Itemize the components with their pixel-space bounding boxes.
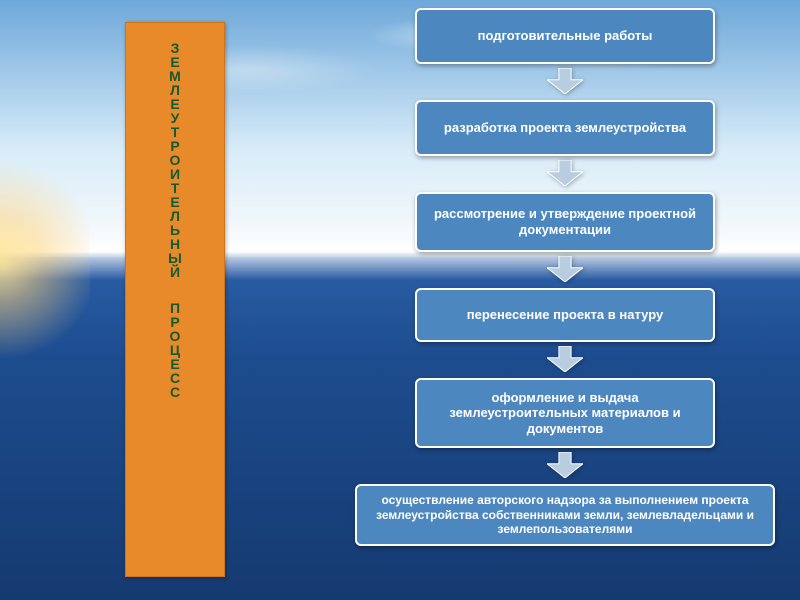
flow-step: разработка проекта землеустройства [415,100,715,156]
vtitle-char: Ы [126,251,224,265]
flow-step: осуществление авторского надзора за выпо… [355,484,775,546]
vtitle-char: Л [126,209,224,223]
flow-arrow-down-icon [547,160,583,186]
vtitle-char: П [126,301,224,315]
process-flowchart: подготовительные работы разработка проект… [355,8,775,546]
vtitle-char: Т [126,181,224,195]
flow-step: оформление и выдача землеустроительных м… [415,378,715,448]
vtitle-gap [126,279,224,301]
flow-arrow-down-icon [547,68,583,94]
flow-step: перенесение проекта в натуру [415,288,715,342]
vtitle-char: Л [126,83,224,97]
vtitle-char: Р [126,315,224,329]
slide-background: ЗЕМЛЕУТРОИТЕЛЬНЫЙПРОЦЕСС подготовительны… [0,0,800,600]
flow-step-label: перенесение проекта в натуру [467,307,663,323]
flow-step-label: подготовительные работы [478,28,653,44]
flow-step-label: осуществление авторского надзора за выпо… [367,493,763,536]
vtitle-char: С [126,371,224,385]
vtitle-char: Р [126,139,224,153]
flow-step-label: оформление и выдача землеустроительных м… [427,390,703,437]
vtitle-char: У [126,111,224,125]
vtitle-char: З [126,41,224,55]
flow-arrow-down-icon [547,452,583,478]
vtitle-char: Е [126,357,224,371]
vtitle-char: И [126,167,224,181]
vtitle-char: Н [126,237,224,251]
vtitle-char: Ь [126,223,224,237]
sun-glow [0,150,90,370]
flow-step-label: разработка проекта землеустройства [444,120,686,136]
vtitle-char: О [126,153,224,167]
flow-arrow-down-icon [547,256,583,282]
vtitle-char: О [126,329,224,343]
flow-step: рассмотрение и утверждение проектной док… [415,192,715,252]
vtitle-char: М [126,69,224,83]
vtitle-char: Е [126,97,224,111]
flow-step: подготовительные работы [415,8,715,64]
vtitle-char: С [126,385,224,399]
vertical-title-box: ЗЕМЛЕУТРОИТЕЛЬНЫЙПРОЦЕСС [125,22,225,577]
vtitle-char: Ц [126,343,224,357]
vtitle-char: Е [126,195,224,209]
vtitle-char: Т [126,125,224,139]
flow-arrow-down-icon [547,346,583,372]
flow-step-label: рассмотрение и утверждение проектной док… [427,206,703,237]
vtitle-char: Й [126,265,224,279]
vtitle-char: Е [126,55,224,69]
